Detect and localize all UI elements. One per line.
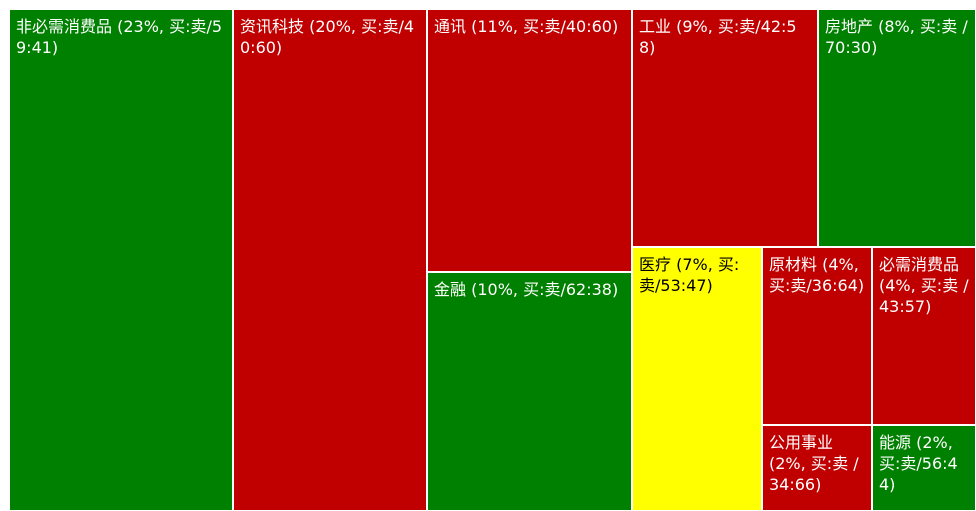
treemap-tile: 资讯科技 (20%, 买:卖/40:60) <box>233 9 427 511</box>
treemap-tile-label: 能源 (2%, 买:卖/56:44) <box>879 433 958 494</box>
treemap-tile: 医疗 (7%, 买:卖/53:47) <box>632 247 762 511</box>
treemap-tile: 通讯 (11%, 买:卖/40:60) <box>427 9 632 272</box>
treemap-tile-label: 通讯 (11%, 买:卖/40:60) <box>434 17 619 36</box>
treemap-tile-label: 工业 (9%, 买:卖/42:58) <box>639 17 797 57</box>
treemap-tile-label: 必需消费品 (4%, 买:卖 /43:57) <box>879 255 969 316</box>
treemap-tile: 工业 (9%, 买:卖/42:58) <box>632 9 818 247</box>
treemap-tile: 能源 (2%, 买:卖/56:44) <box>872 425 976 511</box>
treemap-tile: 公用事业 (2%, 买:卖 /34:66) <box>762 425 872 511</box>
treemap-tile-label: 原材料 (4%, 买:卖/36:64) <box>769 255 865 295</box>
treemap-tile: 房地产 (8%, 买:卖 /70:30) <box>818 9 976 247</box>
treemap-tile: 金融 (10%, 买:卖/62:38) <box>427 272 632 511</box>
treemap-tile: 必需消费品 (4%, 买:卖 /43:57) <box>872 247 976 425</box>
treemap-tile-label: 非必需消费品 (23%, 买:卖/59:41) <box>16 17 223 57</box>
treemap-tile-label: 资讯科技 (20%, 买:卖/40:60) <box>240 17 415 57</box>
treemap-tile-label: 金融 (10%, 买:卖/62:38) <box>434 280 619 299</box>
treemap-tile: 非必需消费品 (23%, 买:卖/59:41) <box>9 9 233 511</box>
treemap-tile-label: 公用事业 (2%, 买:卖 /34:66) <box>769 433 859 494</box>
treemap-tile-label: 房地产 (8%, 买:卖 /70:30) <box>825 17 968 57</box>
treemap-tile-label: 医疗 (7%, 买:卖/53:47) <box>639 255 740 295</box>
treemap-tile: 原材料 (4%, 买:卖/36:64) <box>762 247 872 425</box>
